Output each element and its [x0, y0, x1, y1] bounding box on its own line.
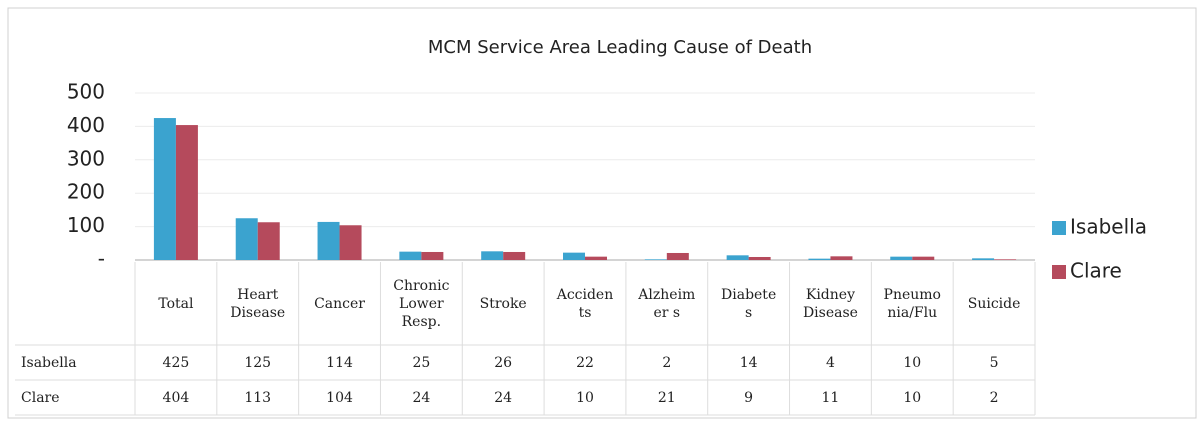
- legend-swatch: [1052, 221, 1066, 235]
- x-tick-label: Chronic Lower Resp.: [393, 277, 450, 330]
- table-value: 25: [412, 354, 431, 371]
- bar: [257, 222, 280, 260]
- table-value: 24: [494, 389, 513, 406]
- legend-label: Clare: [1070, 259, 1122, 283]
- bar: [912, 256, 935, 260]
- table-value: 26: [494, 354, 513, 371]
- table-value: 10: [903, 389, 922, 406]
- table-value: 425: [162, 354, 190, 371]
- chart-border: [7, 7, 1197, 419]
- table-value: 114: [326, 354, 353, 371]
- bar: [503, 251, 526, 260]
- y-tick-label: -: [98, 247, 105, 271]
- x-tick-label: Heart Disease: [230, 286, 286, 321]
- bar: [666, 252, 689, 260]
- table-value: 4: [825, 354, 835, 371]
- bar: [585, 256, 607, 260]
- table-value: 21: [657, 389, 676, 406]
- table-value: 10: [903, 354, 922, 371]
- x-tick-label: Pneumo nia/Flu: [883, 286, 941, 321]
- bar: [972, 258, 995, 260]
- x-tick-label: Stroke: [479, 295, 527, 312]
- x-tick-label: Cancer: [314, 295, 365, 312]
- table-row-label: Clare: [21, 389, 60, 406]
- x-tick-label: Total: [158, 295, 194, 312]
- legend-swatch: [1052, 265, 1066, 279]
- bar: [563, 252, 585, 260]
- table-value: 2: [989, 389, 999, 406]
- table-value: 11: [821, 389, 840, 406]
- x-tick-label: Suicide: [967, 295, 1021, 312]
- table-value: 2: [662, 354, 672, 371]
- table-row-label: Isabella: [21, 354, 77, 371]
- y-tick-label: 500: [67, 80, 105, 104]
- y-tick-label: 300: [67, 146, 105, 170]
- bar: [994, 259, 1017, 260]
- table-value: 24: [412, 389, 431, 406]
- bar: [726, 255, 749, 260]
- table-value: 5: [989, 354, 999, 371]
- bar: [808, 258, 831, 260]
- bar: [890, 256, 913, 260]
- table-value: 14: [739, 354, 758, 371]
- x-tick-label: Acciden ts: [556, 286, 614, 321]
- bar: [339, 225, 362, 260]
- y-tick-label: 100: [67, 213, 105, 237]
- x-tick-label: Diabete s: [721, 286, 777, 321]
- x-tick-label: Kidney Disease: [802, 286, 858, 321]
- table-value: 22: [576, 354, 594, 371]
- bar: [421, 251, 444, 260]
- table-value: 10: [576, 389, 594, 406]
- bar: [644, 259, 667, 260]
- bar: [153, 118, 176, 260]
- bar: [830, 256, 853, 260]
- y-tick-label: 400: [67, 113, 105, 137]
- table-value: 113: [244, 389, 272, 406]
- legend-label: Isabella: [1070, 215, 1147, 239]
- bar: [399, 251, 422, 260]
- bar: [748, 256, 771, 260]
- bar: [175, 125, 198, 261]
- table-value: 125: [244, 354, 272, 371]
- table-value: 404: [162, 389, 190, 406]
- bar: [317, 221, 340, 260]
- bar: [235, 218, 258, 260]
- x-tick-label: Alzheim er s: [638, 286, 696, 321]
- bar: [481, 251, 504, 260]
- y-tick-label: 200: [67, 180, 105, 204]
- table-value: 104: [326, 389, 353, 406]
- chart-title: MCM Service Area Leading Cause of Death: [428, 37, 812, 58]
- table-value: 9: [744, 389, 754, 406]
